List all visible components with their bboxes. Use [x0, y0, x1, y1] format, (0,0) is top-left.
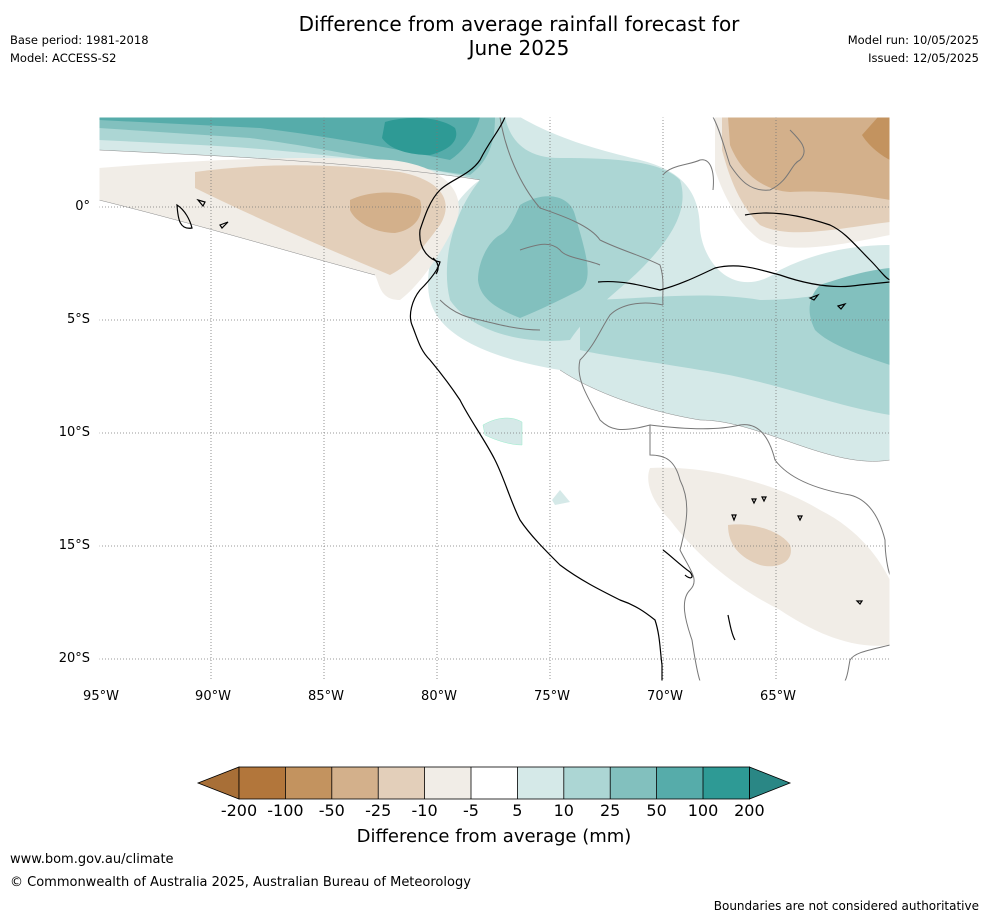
colorbar-tick: -100 — [267, 801, 304, 820]
wet-core-east-50 — [809, 268, 890, 365]
colorbar-cell-3 — [331, 767, 379, 799]
lon-label-80w: 80°W — [421, 689, 457, 704]
colorbar-tick: -200 — [220, 801, 258, 820]
colorbar-extend-low — [196, 766, 240, 800]
map-title: Difference from average rainfall forecas… — [244, 12, 794, 60]
colorbar-cell-6 — [471, 767, 518, 799]
colorbar-cell-1 — [239, 767, 286, 799]
colorbar-cell-11 — [703, 767, 750, 799]
colorbar-tick: -50 — [318, 801, 345, 820]
colorbar-extend-high — [749, 766, 792, 800]
dry-core-pacific-25 — [350, 192, 422, 233]
colorbar-cell-5 — [424, 767, 471, 799]
colorbar-tick: -25 — [365, 801, 392, 820]
meta-right: Model run: 10/05/2025 Issued: 12/05/2025 — [848, 31, 979, 67]
dry-core-ne-50 — [862, 117, 890, 160]
colorbar-dividers — [238, 766, 750, 800]
lon-label-85w: 85°W — [308, 689, 344, 704]
lat-label-10s: 10°S — [58, 425, 90, 440]
lon-label-75w: 75°W — [534, 689, 570, 704]
lat-label-20s: 20°S — [58, 651, 90, 666]
lon-label-90w: 90°W — [195, 689, 231, 704]
issued-text: Issued: 12/05/2025 — [868, 51, 979, 65]
colorbar-label: Difference from average (mm) — [356, 826, 632, 847]
base-period-text: Base period: 1981-2018 — [10, 33, 149, 47]
colorbar-tick: 25 — [600, 801, 621, 820]
colorbar-tick: -10 — [411, 801, 438, 820]
map-contours — [99, 117, 890, 681]
colorbar-cell-2 — [285, 767, 332, 799]
model-text: Model: ACCESS-S2 — [10, 51, 117, 65]
lon-label-70w: 70°W — [647, 689, 683, 704]
lat-label-15s: 15°S — [58, 538, 90, 553]
wet-patch-offshore-2 — [552, 490, 570, 505]
wet-core-amazon-50 — [478, 196, 588, 318]
colorbar — [196, 766, 792, 800]
colorbar-tick: 200 — [734, 801, 765, 820]
graticule — [99, 117, 890, 681]
contour-lines — [99, 149, 890, 462]
colorbar-cells — [239, 767, 750, 799]
colorbar-tick: 50 — [646, 801, 667, 820]
footer-url: www.bom.gov.au/climate — [10, 852, 174, 867]
lon-label-65w: 65°W — [760, 689, 796, 704]
title-line-1: Difference from average rainfall forecas… — [298, 12, 740, 36]
wet-band-north-200 — [382, 117, 457, 155]
colorbar-cell-8 — [563, 767, 611, 799]
lat-label-5s: 5°S — [66, 312, 90, 327]
wet-patch-offshore-1 — [482, 417, 523, 446]
colorbar-tick: 100 — [687, 801, 719, 820]
colorbar-cell-4 — [378, 767, 425, 799]
dry-core-south-10 — [728, 524, 791, 567]
footer-copyright: © Commonwealth of Australia 2025, Austra… — [10, 875, 471, 890]
meta-left: Base period: 1981-2018 Model: ACCESS-S2 — [10, 31, 149, 67]
footer-note: Boundaries are not considered authoritat… — [713, 899, 979, 913]
model-run-text: Model run: 10/05/2025 — [847, 33, 979, 47]
colorbar-cell-9 — [610, 767, 657, 799]
title-line-2: June 2025 — [468, 36, 570, 60]
lat-label-0: 0° — [75, 199, 90, 214]
country-borders — [439, 117, 890, 681]
dry-region-ne-25 — [728, 117, 890, 200]
colorbar-cell-10 — [656, 767, 703, 799]
lon-label-95w: 95°W — [83, 689, 119, 704]
coastline — [176, 117, 890, 681]
colorbar-cell-7 — [517, 767, 564, 799]
colorbar-tick: 5 — [512, 801, 523, 820]
colorbar-tick: 10 — [553, 801, 574, 820]
colorbar-tick: -5 — [463, 801, 479, 820]
